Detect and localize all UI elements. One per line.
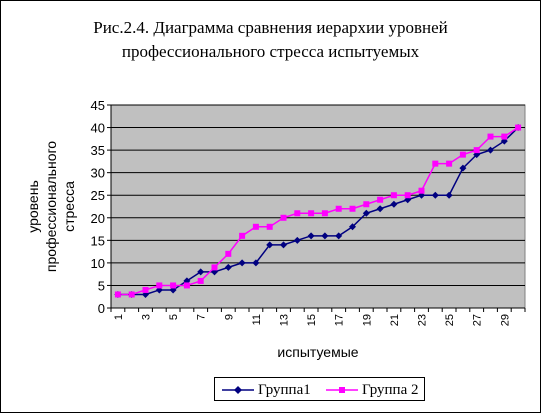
x-tick-label: 15 xyxy=(306,314,318,326)
data-point-group-1 xyxy=(321,232,329,240)
data-point-group-1 xyxy=(252,259,260,267)
data-point-group-2 xyxy=(280,214,287,221)
y-tick-label: 15 xyxy=(91,233,105,248)
y-tick-label: 5 xyxy=(98,278,105,293)
y-tick-label: 0 xyxy=(98,301,105,316)
y-tick-label: 45 xyxy=(91,98,105,113)
y-tick-label: 20 xyxy=(91,211,105,226)
data-point-group-1 xyxy=(376,205,384,213)
legend-swatch-group-2 xyxy=(326,387,358,393)
data-point-group-1 xyxy=(349,223,356,231)
data-point-group-2 xyxy=(515,124,522,131)
data-point-group-2 xyxy=(128,291,135,298)
x-tick-label: 9 xyxy=(223,314,235,320)
x-tick-label: 1 xyxy=(113,314,125,320)
chart-title-line-1: Рис.2.4. Диаграмма сравнения иерархии ур… xyxy=(93,18,448,37)
data-point-group-1 xyxy=(197,268,205,276)
data-point-group-2 xyxy=(363,201,370,208)
data-point-group-2 xyxy=(335,205,342,212)
data-point-group-2 xyxy=(197,277,204,284)
x-axis-title: испытуемые xyxy=(277,344,358,360)
data-point-group-2 xyxy=(183,282,190,289)
legend-swatch-group-1 xyxy=(222,386,254,394)
data-point-group-2 xyxy=(239,232,246,239)
x-tick-label: 13 xyxy=(279,314,291,326)
data-point-group-1 xyxy=(224,263,232,271)
chart-title-line-2: профессионального стресса испытуемых xyxy=(121,42,420,61)
x-tick-label: 23 xyxy=(417,314,429,326)
y-tick-label: 30 xyxy=(91,166,105,181)
data-point-group-2 xyxy=(114,291,121,298)
y-axis-title-line-3: стресса xyxy=(61,181,77,232)
chart-title: Рис.2.4. Диаграмма сравнения иерархии ур… xyxy=(0,16,541,64)
data-point-group-1 xyxy=(459,164,467,172)
data-point-group-1 xyxy=(266,241,274,249)
x-tick-label: 29 xyxy=(499,314,511,326)
y-tick-label: 10 xyxy=(91,256,105,271)
data-point-group-1 xyxy=(335,232,343,240)
y-axis-title-line-1: уровень xyxy=(25,180,41,233)
data-point-group-2 xyxy=(225,250,232,257)
x-tick-label: 17 xyxy=(334,314,346,326)
y-tick-label: 35 xyxy=(91,143,105,158)
data-point-group-2 xyxy=(252,223,259,230)
y-axis-title: уровень профессионального стресса xyxy=(25,141,77,272)
y-axis-title-line-2: профессионального xyxy=(43,141,59,272)
data-point-group-2 xyxy=(418,187,425,194)
data-point-group-2 xyxy=(377,196,384,203)
x-axis-ticks: 1 3 5 7 9 11 13 15 17 19 21 23 25 27 29 xyxy=(110,308,526,326)
legend: Группа1 Группа 2 xyxy=(214,377,425,401)
y-tick-label: 40 xyxy=(91,121,105,136)
data-point-group-1 xyxy=(238,259,246,267)
x-tick-label: 21 xyxy=(389,314,401,326)
data-point-group-2 xyxy=(308,210,315,217)
data-point-group-2 xyxy=(404,192,411,199)
data-point-group-1 xyxy=(431,191,439,199)
data-point-group-2 xyxy=(349,205,356,212)
data-point-group-1 xyxy=(362,209,370,217)
data-point-group-1 xyxy=(487,146,494,154)
data-point-group-1 xyxy=(280,241,287,249)
data-point-group-2 xyxy=(211,264,218,271)
y-axis-ticks: 0 5 10 15 20 25 30 35 40 45 xyxy=(91,98,111,316)
data-point-group-2 xyxy=(501,133,508,140)
data-point-group-2 xyxy=(473,147,480,154)
plot-area xyxy=(110,104,526,309)
data-point-group-2 xyxy=(170,282,177,289)
data-point-group-1 xyxy=(293,236,301,244)
data-point-group-2 xyxy=(266,223,273,230)
data-point-group-2 xyxy=(321,210,328,217)
x-tick-label: 27 xyxy=(472,314,484,326)
series-markers xyxy=(114,124,522,298)
x-tick-label: 3 xyxy=(141,314,153,320)
data-point-group-2 xyxy=(459,151,466,158)
data-point-group-1 xyxy=(445,191,453,199)
data-point-group-1 xyxy=(307,232,315,240)
x-tick-label: 25 xyxy=(444,314,456,326)
x-tick-label: 11 xyxy=(251,314,263,325)
x-tick-label: 7 xyxy=(196,314,208,320)
data-point-group-2 xyxy=(156,282,163,289)
legend-label-group-1: Группа1 xyxy=(258,382,311,398)
y-tick-label: 25 xyxy=(91,188,105,203)
data-point-group-2 xyxy=(294,210,301,217)
x-tick-label: 5 xyxy=(168,314,180,320)
series-line-1 xyxy=(117,127,519,296)
data-point-group-2 xyxy=(446,160,453,167)
data-point-group-2 xyxy=(487,133,494,140)
data-point-group-2 xyxy=(142,286,149,293)
data-point-group-2 xyxy=(432,160,439,167)
gridlines xyxy=(111,104,525,286)
legend-label-group-2: Группа 2 xyxy=(362,382,419,398)
x-tick-label: 19 xyxy=(361,314,373,326)
data-point-group-1 xyxy=(390,200,398,208)
data-point-group-2 xyxy=(390,192,397,199)
